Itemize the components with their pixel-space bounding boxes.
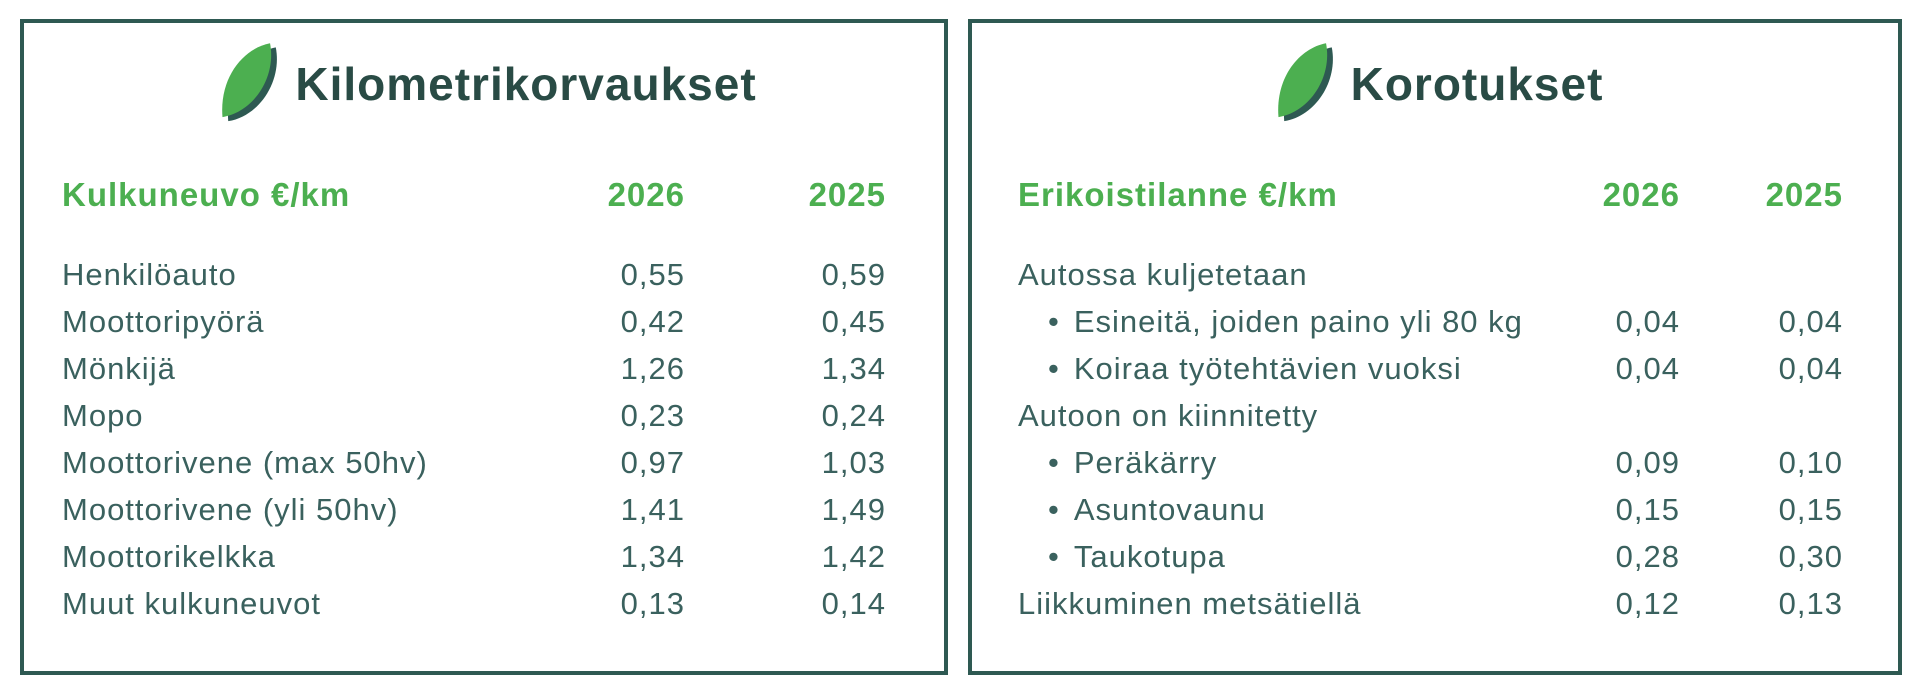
value-2025: 1,42 <box>821 539 886 574</box>
panel-title-row: Korotukset <box>972 43 1898 122</box>
table-row: Asuntovaunu 0,15 0,15 <box>1018 486 1843 533</box>
value-2026: 0,55 <box>620 257 685 292</box>
table-row: Liikkuminen metsätiellä 0,12 0,13 <box>1018 580 1843 627</box>
row-label: Taukotupa <box>1018 533 1560 580</box>
row-label: Moottorivene (max 50hv) <box>62 445 428 480</box>
value-2025: 0,15 <box>1778 492 1843 527</box>
value-2026: 0,28 <box>1615 539 1680 574</box>
value-2025: 1,49 <box>821 492 886 527</box>
value-2025: 1,03 <box>821 445 886 480</box>
row-label: Henkilöauto <box>62 257 237 292</box>
row-label: Liikkuminen metsätiellä <box>1018 586 1362 621</box>
value-2026: 0,09 <box>1615 445 1680 480</box>
page-title: Korotukset <box>1350 58 1604 110</box>
row-label: Mopo <box>62 398 144 433</box>
vehicle-table: Kulkuneuvo €/km 2026 2025 Henkilöauto 0,… <box>24 174 944 627</box>
value-2025: 0,45 <box>821 304 886 339</box>
value-2025: 0,13 <box>1778 586 1843 621</box>
row-label: Koiraa työtehtävien vuoksi <box>1018 345 1560 392</box>
row-label: Muut kulkuneuvot <box>62 586 321 621</box>
table-row: Moottorivene (yli 50hv) 1,41 1,49 <box>62 486 886 533</box>
value-2026: 0,15 <box>1615 492 1680 527</box>
value-2026: 1,34 <box>620 539 685 574</box>
value-2025: 0,04 <box>1778 304 1843 339</box>
value-2026: 0,04 <box>1615 304 1680 339</box>
table-row: Moottorikelkka 1,34 1,42 <box>62 533 886 580</box>
table-row: Mönkijä 1,26 1,34 <box>62 345 886 392</box>
value-2026: 1,26 <box>620 351 685 386</box>
value-2026: 0,42 <box>620 304 685 339</box>
table-row: Moottoripyörä 0,42 0,45 <box>62 298 886 345</box>
table-section-row: Autoon on kiinnitetty <box>1018 392 1843 439</box>
row-label: Mönkijä <box>62 351 176 386</box>
value-2025: 0,10 <box>1778 445 1843 480</box>
column-header-2026: 2026 <box>1602 176 1680 213</box>
column-header-2026: 2026 <box>607 176 685 213</box>
column-header-situation: Erikoistilanne €/km <box>1018 176 1338 213</box>
section-label: Autossa kuljetetaan <box>1018 257 1308 292</box>
surcharge-table: Erikoistilanne €/km 2026 2025 Autossa ku… <box>972 174 1898 627</box>
value-2026: 0,13 <box>620 586 685 621</box>
leaf-icon <box>222 43 278 122</box>
value-2026: 0,97 <box>620 445 685 480</box>
page-title: Kilometrikorvaukset <box>295 58 757 110</box>
table-row: Moottorivene (max 50hv) 0,97 1,03 <box>62 439 886 486</box>
korotukset-panel: Korotukset Erikoistilanne €/km 2026 2025… <box>968 19 1902 675</box>
table-body: Autossa kuljetetaan Esineitä, joiden pai… <box>1018 251 1843 627</box>
value-2025: 0,30 <box>1778 539 1843 574</box>
section-label: Autoon on kiinnitetty <box>1018 398 1319 433</box>
value-2025: 0,24 <box>821 398 886 433</box>
value-2025: 1,34 <box>821 351 886 386</box>
row-label: Peräkärry <box>1018 439 1560 486</box>
table-row: Taukotupa 0,28 0,30 <box>1018 533 1843 580</box>
row-label: Moottorivene (yli 50hv) <box>62 492 399 527</box>
table-section-row: Autossa kuljetetaan <box>1018 251 1843 298</box>
row-label: Moottoripyörä <box>62 304 265 339</box>
value-2026: 0,04 <box>1615 351 1680 386</box>
table-row: Peräkärry 0,09 0,10 <box>1018 439 1843 486</box>
table-body: Henkilöauto 0,55 0,59 Moottoripyörä 0,42… <box>62 251 886 627</box>
panel-title-row: Kilometrikorvaukset <box>24 43 944 122</box>
column-header-2025: 2025 <box>1765 176 1843 213</box>
row-label: Moottorikelkka <box>62 539 276 574</box>
value-2025: 0,14 <box>821 586 886 621</box>
table-row: Mopo 0,23 0,24 <box>62 392 886 439</box>
value-2026: 1,41 <box>620 492 685 527</box>
table-header-row: Kulkuneuvo €/km 2026 2025 <box>62 174 886 216</box>
value-2025: 0,04 <box>1778 351 1843 386</box>
table-row: Muut kulkuneuvot 0,13 0,14 <box>62 580 886 627</box>
row-label: Asuntovaunu <box>1018 486 1560 533</box>
table-row: Henkilöauto 0,55 0,59 <box>62 251 886 298</box>
table-row: Koiraa työtehtävien vuoksi 0,04 0,04 <box>1018 345 1843 392</box>
value-2026: 0,23 <box>620 398 685 433</box>
row-label: Esineitä, joiden paino yli 80 kg <box>1018 298 1560 345</box>
table-header-row: Erikoistilanne €/km 2026 2025 <box>1018 174 1843 216</box>
kilometrikorvaukset-panel: Kilometrikorvaukset Kulkuneuvo €/km 2026… <box>20 19 948 675</box>
value-2026: 0,12 <box>1615 586 1680 621</box>
value-2025: 0,59 <box>821 257 886 292</box>
table-row: Esineitä, joiden paino yli 80 kg 0,04 0,… <box>1018 298 1843 345</box>
leaf-icon <box>1277 43 1333 122</box>
column-header-2025: 2025 <box>808 176 886 213</box>
column-header-vehicle: Kulkuneuvo €/km <box>62 176 351 213</box>
